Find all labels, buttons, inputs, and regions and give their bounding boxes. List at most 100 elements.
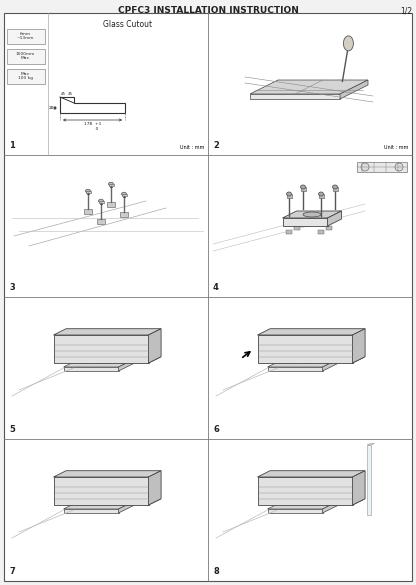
FancyBboxPatch shape <box>7 49 45 64</box>
Polygon shape <box>267 500 342 509</box>
Polygon shape <box>258 471 365 477</box>
Polygon shape <box>250 80 368 94</box>
Bar <box>64 486 84 500</box>
Ellipse shape <box>121 503 125 505</box>
Bar <box>292 486 332 500</box>
Bar <box>300 187 305 191</box>
Text: 3: 3 <box>9 283 15 292</box>
Polygon shape <box>250 94 340 99</box>
Bar <box>107 202 115 207</box>
Polygon shape <box>352 471 365 505</box>
Ellipse shape <box>332 185 337 189</box>
Bar <box>267 486 287 500</box>
Polygon shape <box>322 500 342 513</box>
Polygon shape <box>258 335 352 363</box>
Bar <box>286 230 292 234</box>
Polygon shape <box>149 471 161 505</box>
Text: 5: 5 <box>9 425 15 434</box>
Ellipse shape <box>121 192 126 196</box>
Text: Unit : mm: Unit : mm <box>180 145 204 150</box>
Ellipse shape <box>395 163 403 171</box>
Polygon shape <box>149 472 160 505</box>
Ellipse shape <box>285 361 289 363</box>
Ellipse shape <box>81 361 85 363</box>
Ellipse shape <box>121 361 125 363</box>
Bar <box>319 194 324 198</box>
FancyBboxPatch shape <box>357 161 407 173</box>
Ellipse shape <box>101 503 105 505</box>
Bar <box>86 191 91 193</box>
Text: 6mm
~13mm: 6mm ~13mm <box>17 32 34 40</box>
Polygon shape <box>64 357 138 367</box>
Ellipse shape <box>81 503 85 505</box>
Bar <box>292 344 332 358</box>
FancyBboxPatch shape <box>7 68 45 84</box>
Bar <box>295 226 300 230</box>
Text: 1/2: 1/2 <box>400 6 412 15</box>
Bar <box>318 230 324 234</box>
Text: 1000mm
Max: 1000mm Max <box>16 51 35 60</box>
Bar <box>89 344 129 358</box>
Text: 45: 45 <box>61 92 66 96</box>
Polygon shape <box>352 472 364 505</box>
Bar <box>327 226 332 230</box>
Bar <box>97 219 105 224</box>
Polygon shape <box>267 357 342 367</box>
Ellipse shape <box>300 185 305 189</box>
Text: 8: 8 <box>213 567 219 576</box>
Bar <box>332 187 337 191</box>
Ellipse shape <box>303 212 321 217</box>
Polygon shape <box>258 329 365 335</box>
FancyBboxPatch shape <box>7 29 45 43</box>
Ellipse shape <box>305 361 309 363</box>
Ellipse shape <box>325 361 329 363</box>
Polygon shape <box>267 367 322 371</box>
Bar <box>121 194 126 196</box>
Polygon shape <box>367 445 371 515</box>
Text: 20: 20 <box>49 106 54 110</box>
Ellipse shape <box>263 87 267 90</box>
Text: Max
100 kg: Max 100 kg <box>18 72 33 80</box>
Ellipse shape <box>343 36 354 51</box>
Polygon shape <box>119 357 138 371</box>
Ellipse shape <box>287 192 292 196</box>
Ellipse shape <box>285 503 289 505</box>
Text: 7: 7 <box>9 567 15 576</box>
Text: 4: 4 <box>213 283 219 292</box>
Ellipse shape <box>319 192 324 196</box>
Polygon shape <box>322 357 342 371</box>
Polygon shape <box>282 218 327 226</box>
Polygon shape <box>352 329 364 363</box>
Polygon shape <box>54 471 161 477</box>
Polygon shape <box>340 80 368 99</box>
Text: Glass Cutout: Glass Cutout <box>104 20 153 29</box>
Bar <box>267 344 287 358</box>
Polygon shape <box>149 329 160 363</box>
Text: 1: 1 <box>9 141 15 150</box>
Bar <box>109 184 114 186</box>
Text: 45: 45 <box>68 92 73 96</box>
Ellipse shape <box>86 190 91 192</box>
Polygon shape <box>327 211 342 226</box>
Ellipse shape <box>325 503 329 505</box>
Polygon shape <box>54 477 149 505</box>
Polygon shape <box>267 509 322 513</box>
Polygon shape <box>258 477 352 505</box>
Polygon shape <box>119 500 138 513</box>
Polygon shape <box>352 329 365 363</box>
Ellipse shape <box>323 87 327 90</box>
Polygon shape <box>149 329 161 363</box>
Polygon shape <box>64 509 119 513</box>
Polygon shape <box>64 500 138 509</box>
Bar <box>89 486 129 500</box>
Text: CPFC3 INSTALLATION INSTRUCTION: CPFC3 INSTALLATION INSTRUCTION <box>118 6 298 15</box>
Ellipse shape <box>337 80 341 82</box>
Ellipse shape <box>277 80 281 82</box>
Bar <box>64 344 84 358</box>
Bar <box>120 212 128 217</box>
Polygon shape <box>54 329 161 335</box>
Polygon shape <box>367 443 374 445</box>
Bar <box>84 209 92 214</box>
Polygon shape <box>282 211 342 218</box>
Text: 178  +1
       0: 178 +1 0 <box>84 122 101 130</box>
